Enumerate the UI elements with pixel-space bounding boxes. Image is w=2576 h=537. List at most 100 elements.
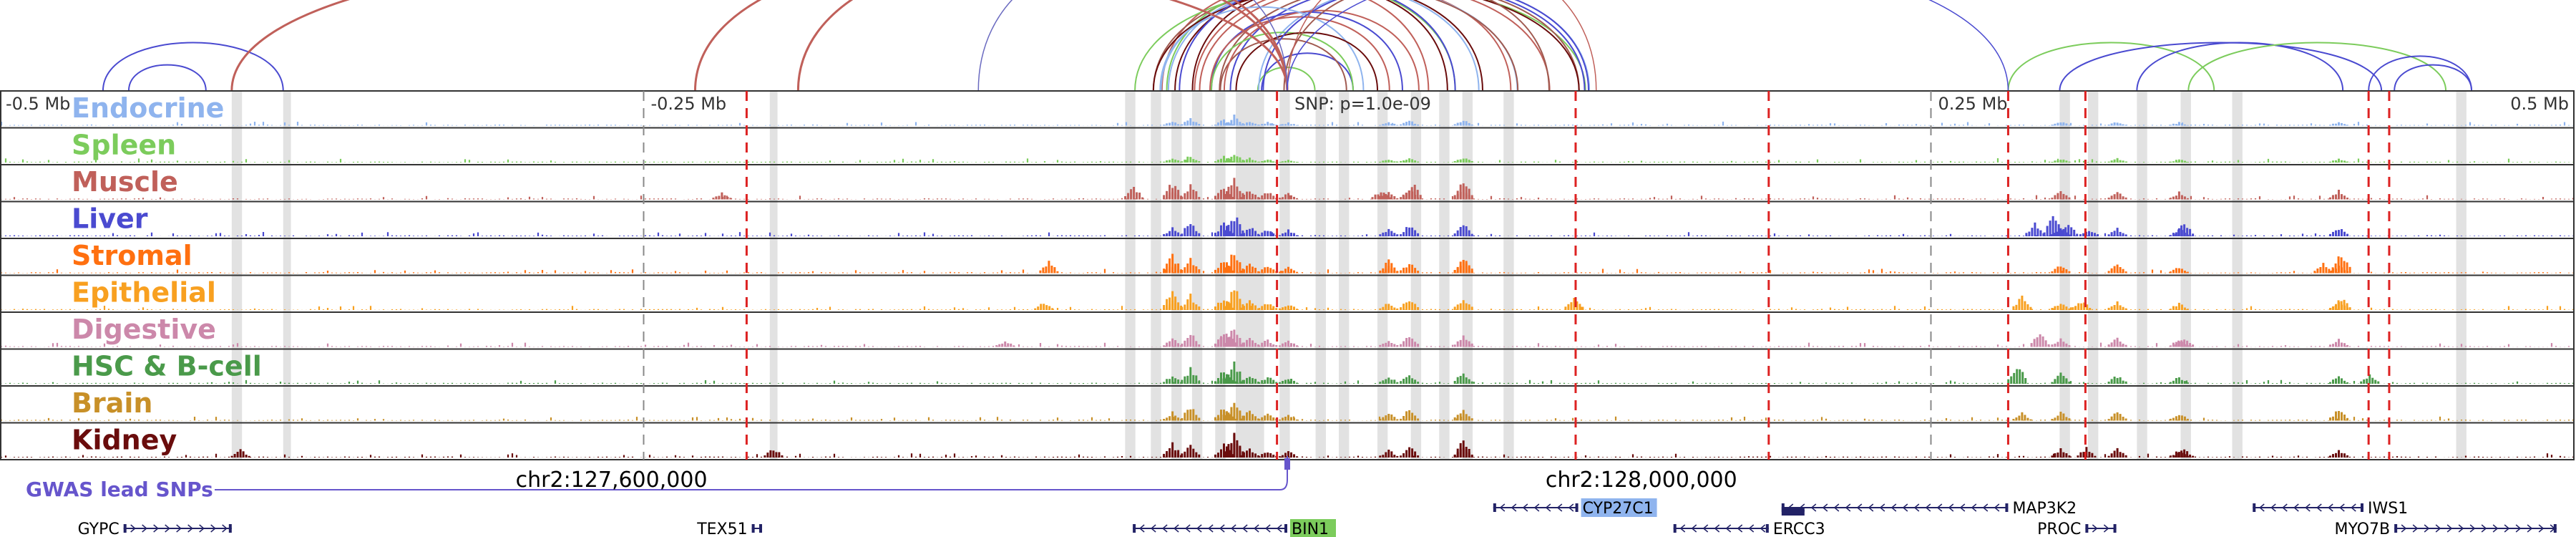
signal-peak: [1411, 159, 1414, 163]
signal-peak: [1382, 380, 1385, 384]
signal-peak: [2026, 304, 2029, 310]
signal-peak: [2107, 344, 2110, 347]
signal-peak: [2082, 452, 2085, 458]
signal-peak: [2097, 234, 2099, 236]
strand-arrow: [1568, 503, 1574, 512]
signal-peak: [1254, 160, 1257, 163]
signal-peak: [1166, 123, 1169, 126]
signal-peak: [1171, 376, 1174, 384]
signal-peak: [1393, 196, 1396, 200]
gene-exon: [228, 524, 232, 533]
signal-peak: [1163, 345, 1166, 347]
signal-peak: [766, 453, 769, 458]
signal-peak: [1287, 229, 1289, 236]
signal-peak: [1284, 417, 1287, 421]
signal-peak: [1465, 158, 1468, 163]
signal-peak: [1296, 162, 1298, 163]
signal-peak: [1246, 377, 1248, 384]
signal-peak: [1174, 159, 1177, 163]
signal-peak: [1229, 450, 1231, 458]
signal-peak: [1411, 302, 1414, 310]
signal-peak: [2332, 344, 2334, 347]
signal-peak: [1414, 230, 1417, 236]
strand-arrow: [1219, 524, 1225, 533]
signal-peak: [1379, 270, 1382, 274]
signal-peak: [1228, 337, 1231, 347]
signal-peak: [2028, 231, 2031, 236]
signal-peak: [1229, 159, 1231, 163]
strand-arrow: [1890, 503, 1897, 512]
signal-peak: [1296, 309, 1298, 310]
signal-peak: [1227, 158, 1230, 163]
signal-peak: [1468, 188, 1470, 200]
signal-peak: [1453, 124, 1456, 126]
signal-peak: [1405, 411, 1408, 421]
signal-peak: [2116, 337, 2119, 347]
signal-peak: [1233, 290, 1236, 310]
signal-peak: [1241, 268, 1244, 274]
signal-peak: [2024, 378, 2027, 384]
signal-peak: [2110, 195, 2113, 200]
signal-peak: [1195, 266, 1198, 274]
signal-peak: [1456, 267, 1459, 274]
signal-peak: [2119, 377, 2122, 384]
signal-peak: [2054, 123, 2057, 126]
signal-peak: [1470, 418, 1473, 421]
signal-peak: [1174, 263, 1177, 274]
signal-peak: [1468, 265, 1470, 274]
gene-label: CYP27C1: [1583, 500, 1654, 518]
signal-peak: [2068, 161, 2071, 163]
signal-peak: [1564, 306, 1567, 310]
signal-peak: [1408, 158, 1411, 163]
signal-peak: [2079, 234, 2082, 236]
signal-peak: [1254, 416, 1257, 421]
signal-peak: [712, 198, 715, 200]
signal-peak: [2089, 308, 2092, 310]
signal-peak: [2346, 344, 2348, 347]
signal-peak: [2116, 192, 2119, 200]
signal-peak: [1189, 118, 1192, 126]
signal-peak: [1177, 343, 1180, 347]
signal-peak: [2180, 225, 2183, 236]
gene-highlight: [1290, 519, 1336, 537]
signal-peak: [1246, 266, 1248, 274]
signal-peak: [2319, 267, 2322, 274]
signal-peak: [2329, 233, 2331, 236]
signal-peak: [1192, 121, 1195, 126]
signal-peak: [1195, 341, 1198, 347]
signal-peak: [1231, 161, 1234, 163]
signal-peak: [1217, 122, 1219, 126]
signal-peak: [2122, 160, 2124, 163]
signal-peak: [1056, 271, 1059, 274]
signal-peak: [1293, 270, 1295, 274]
signal-peak: [2051, 455, 2054, 458]
loop-arc: [1223, 9, 1420, 92]
strand-arrow: [2424, 524, 2430, 533]
signal-peak: [2015, 417, 2018, 421]
signal-peak: [2124, 234, 2127, 236]
signal-peak: [2054, 417, 2057, 421]
strand-arrow: [142, 524, 147, 533]
signal-peak: [1453, 270, 1456, 274]
signal-peak: [1141, 197, 1144, 200]
signal-peak: [1390, 160, 1393, 163]
signal-peak: [1293, 343, 1295, 347]
signal-peak: [2030, 343, 2033, 347]
signal-peak: [1249, 448, 1251, 458]
signal-peak: [1239, 338, 1241, 347]
signal-peak: [1254, 123, 1257, 126]
signal-peak: [2107, 271, 2110, 274]
strand-arrow: [2401, 524, 2407, 533]
signal-peak: [1396, 345, 1399, 347]
gene-label: ERCC3: [1773, 521, 1825, 537]
signal-peak: [1246, 339, 1248, 347]
signal-peak: [1264, 415, 1267, 421]
signal-peak: [2338, 122, 2340, 126]
signal-peak: [2377, 381, 2380, 384]
signal-peak: [2338, 376, 2340, 384]
signal-peak: [2175, 455, 2177, 458]
signal-peak: [1231, 339, 1234, 347]
signal-peak: [1181, 233, 1184, 236]
signal-peak: [2113, 266, 2116, 274]
signal-peak: [1198, 269, 1201, 274]
